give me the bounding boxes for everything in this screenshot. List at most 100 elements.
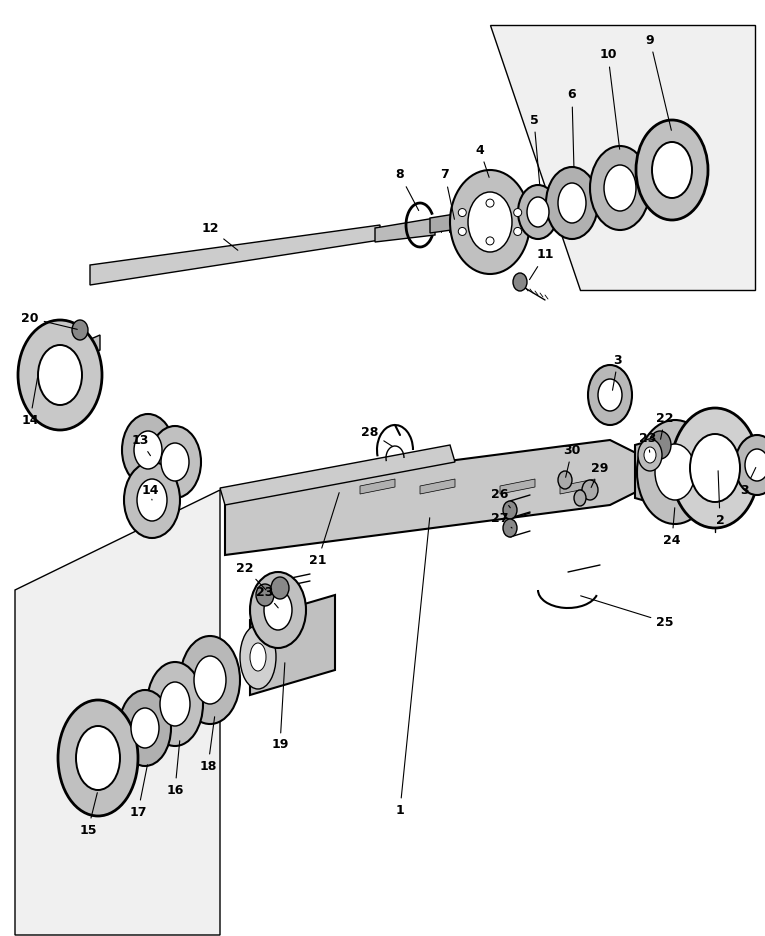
Circle shape	[458, 209, 467, 216]
Text: 5: 5	[529, 113, 540, 185]
Ellipse shape	[250, 643, 266, 671]
Ellipse shape	[671, 408, 759, 528]
Ellipse shape	[546, 167, 598, 239]
Text: 30: 30	[563, 444, 581, 477]
Ellipse shape	[735, 435, 765, 495]
Text: 14: 14	[21, 378, 39, 427]
Polygon shape	[225, 440, 640, 555]
Polygon shape	[70, 335, 100, 363]
Ellipse shape	[745, 449, 765, 481]
Ellipse shape	[72, 320, 88, 340]
Polygon shape	[420, 479, 455, 494]
Text: 13: 13	[132, 433, 151, 456]
Ellipse shape	[147, 662, 203, 746]
Text: 14: 14	[142, 484, 159, 500]
Text: 23: 23	[640, 431, 656, 452]
Ellipse shape	[649, 431, 671, 459]
Text: 23: 23	[256, 586, 278, 607]
Ellipse shape	[161, 443, 189, 481]
Ellipse shape	[527, 197, 549, 227]
Text: 21: 21	[309, 492, 339, 566]
Polygon shape	[15, 490, 220, 935]
Ellipse shape	[38, 345, 82, 405]
Ellipse shape	[604, 165, 636, 211]
Text: 22: 22	[236, 562, 266, 590]
Ellipse shape	[468, 192, 512, 252]
Ellipse shape	[518, 185, 558, 239]
Ellipse shape	[250, 572, 306, 648]
Text: 12: 12	[201, 222, 238, 250]
Polygon shape	[500, 479, 535, 494]
Ellipse shape	[638, 439, 662, 471]
Polygon shape	[90, 225, 380, 285]
Text: 8: 8	[396, 168, 418, 211]
Text: 3: 3	[613, 354, 622, 390]
Circle shape	[486, 199, 494, 207]
Polygon shape	[360, 479, 395, 494]
Ellipse shape	[149, 426, 201, 498]
Ellipse shape	[598, 379, 622, 411]
Circle shape	[458, 227, 467, 236]
Circle shape	[514, 227, 522, 236]
Polygon shape	[375, 218, 435, 242]
Ellipse shape	[590, 146, 650, 230]
Ellipse shape	[637, 420, 713, 524]
Ellipse shape	[644, 447, 656, 463]
Ellipse shape	[240, 625, 276, 689]
Text: 25: 25	[581, 596, 674, 628]
Text: 16: 16	[166, 740, 184, 797]
Text: 1: 1	[396, 518, 430, 816]
Text: 24: 24	[663, 507, 681, 547]
Ellipse shape	[655, 444, 695, 500]
Ellipse shape	[264, 590, 292, 630]
Ellipse shape	[76, 726, 120, 790]
Ellipse shape	[690, 434, 740, 502]
Ellipse shape	[588, 365, 632, 425]
Text: 18: 18	[200, 717, 216, 772]
Text: 4: 4	[476, 143, 489, 177]
Ellipse shape	[636, 120, 708, 220]
Ellipse shape	[180, 636, 240, 724]
Polygon shape	[710, 410, 720, 528]
Ellipse shape	[119, 690, 171, 766]
Ellipse shape	[256, 584, 274, 606]
Text: 19: 19	[272, 663, 288, 752]
Circle shape	[514, 209, 522, 216]
Ellipse shape	[513, 273, 527, 291]
Circle shape	[486, 237, 494, 245]
Text: 26: 26	[491, 488, 510, 507]
Polygon shape	[250, 595, 335, 695]
Ellipse shape	[503, 501, 517, 519]
Ellipse shape	[160, 682, 190, 726]
Ellipse shape	[574, 490, 586, 506]
Text: 29: 29	[591, 461, 609, 488]
Ellipse shape	[582, 480, 598, 500]
Text: 22: 22	[656, 412, 674, 439]
Polygon shape	[560, 479, 595, 494]
Ellipse shape	[124, 462, 180, 538]
Ellipse shape	[134, 431, 162, 469]
Polygon shape	[220, 445, 455, 505]
Polygon shape	[635, 438, 665, 505]
Text: 3: 3	[741, 467, 756, 496]
Ellipse shape	[131, 708, 159, 748]
Ellipse shape	[271, 577, 289, 599]
Polygon shape	[490, 25, 755, 290]
Text: 27: 27	[491, 511, 512, 528]
Ellipse shape	[194, 656, 226, 704]
Ellipse shape	[503, 519, 517, 537]
Text: 10: 10	[599, 49, 620, 149]
Text: 9: 9	[646, 34, 672, 130]
Text: 15: 15	[80, 793, 97, 837]
Ellipse shape	[137, 479, 167, 521]
Ellipse shape	[558, 471, 572, 489]
Ellipse shape	[122, 414, 174, 486]
Polygon shape	[430, 210, 480, 233]
Text: 20: 20	[21, 312, 77, 329]
Text: 28: 28	[361, 426, 392, 446]
Ellipse shape	[450, 170, 530, 274]
Text: 7: 7	[441, 168, 454, 219]
Text: 11: 11	[529, 248, 554, 280]
Ellipse shape	[558, 183, 586, 223]
Ellipse shape	[652, 142, 692, 198]
